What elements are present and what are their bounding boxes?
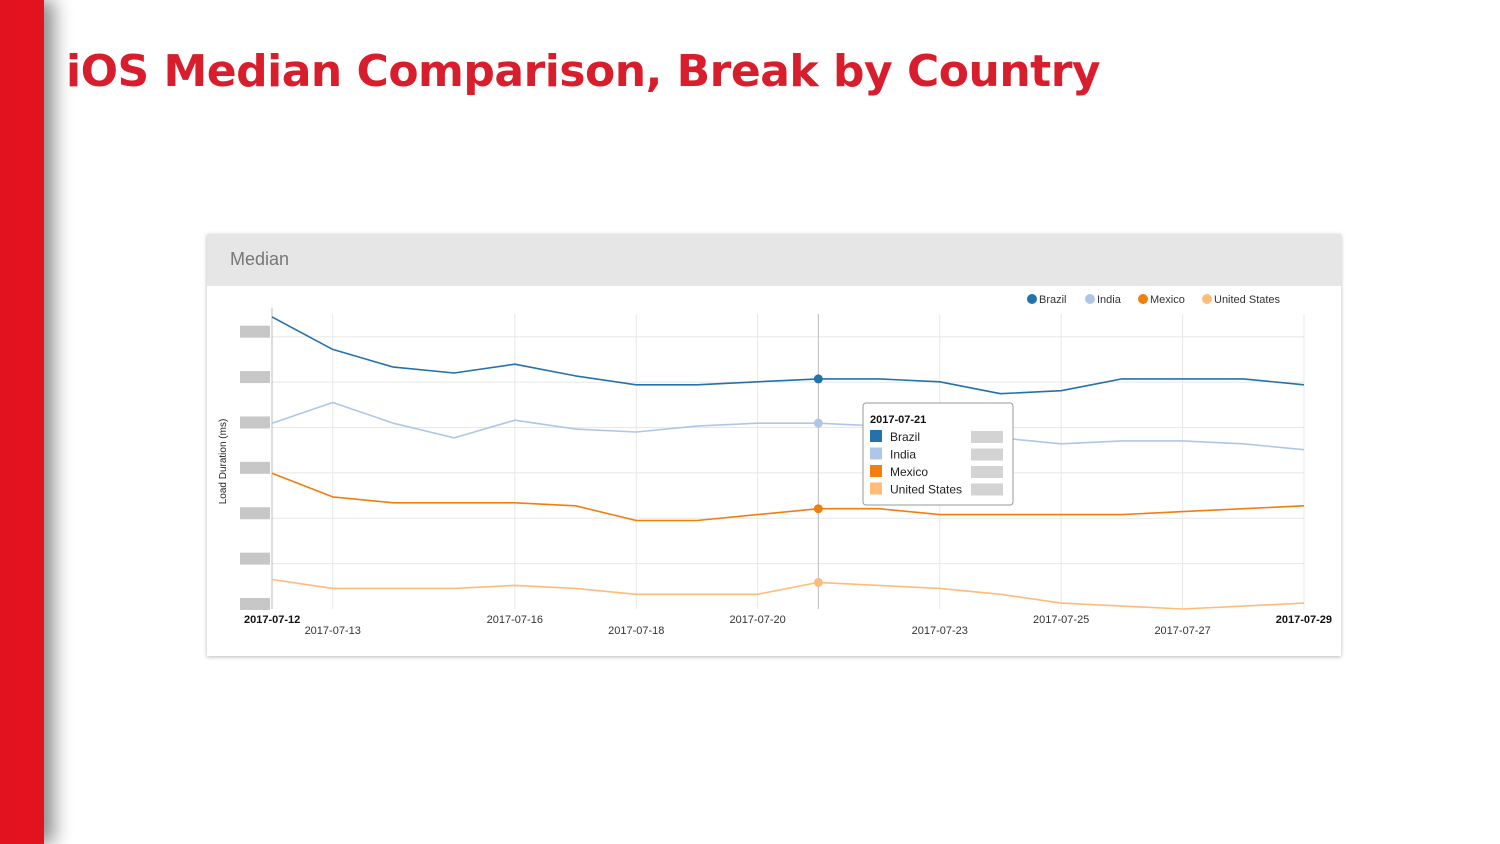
series-line-brazil	[271, 316, 1305, 395]
y-tick-label-redacted	[240, 598, 270, 610]
slide-title: iOS Median Comparison, Break by Country	[66, 46, 1101, 97]
tooltip-swatch	[870, 482, 882, 495]
legend-label: Brazil	[1039, 294, 1067, 306]
panel-header: Median	[207, 234, 1341, 286]
legend-item-india[interactable]: India	[1085, 294, 1122, 306]
series-lines	[271, 316, 1305, 610]
y-tick-label-redacted	[240, 371, 270, 384]
legend-swatch	[1202, 294, 1212, 304]
legend-swatch	[1027, 294, 1037, 304]
legend-label: United States	[1214, 294, 1281, 306]
tooltip-box	[862, 402, 1014, 506]
hover-point-united-states	[813, 577, 823, 587]
series-line-india	[271, 401, 1305, 451]
legend-swatch	[1085, 294, 1095, 304]
x-tick-label: 2017-07-27	[1154, 625, 1210, 637]
tooltip-value-redacted	[971, 448, 1003, 461]
tooltip-date: 2017-07-21	[870, 414, 926, 426]
y-tick-label-redacted	[240, 552, 270, 565]
x-axis-ticks: 2017-07-12 2017-07-13 2017-07-16 2017-07-18…	[244, 614, 1332, 637]
x-tick-label: 2017-07-29	[1276, 614, 1332, 626]
series-line-mexico	[271, 472, 1305, 522]
legend-label: Mexico	[1150, 294, 1185, 306]
tooltip-swatch	[870, 465, 882, 477]
x-tick-label: 2017-07-16	[487, 614, 543, 626]
y-tick-label-redacted	[240, 507, 270, 520]
x-tick-label: 2017-07-25	[1033, 614, 1089, 626]
y-axis: Load Duration (ms)	[218, 308, 273, 610]
hover-point-mexico	[813, 504, 823, 514]
x-tick-label: 2017-07-20	[730, 614, 786, 626]
series-line-united-states	[271, 578, 1305, 610]
line-chart[interactable]: Load Duration (ms) 2017-07-122017-07-132…	[207, 234, 1341, 656]
legend-item-mexico[interactable]: Mexico	[1138, 294, 1185, 306]
tooltip-swatch	[870, 430, 882, 442]
tooltip-swatch	[870, 447, 882, 460]
legend-item-united-states[interactable]: United States	[1202, 294, 1281, 306]
x-tick-label: 2017-07-18	[608, 625, 664, 637]
chart-panel: Median Load Duration (ms) 2017-07-12 2017…	[207, 234, 1341, 656]
tooltip-label: Mexico	[890, 465, 928, 479]
y-tick-label-redacted	[240, 325, 270, 338]
hover-markers	[813, 314, 823, 609]
tooltip-value-redacted	[971, 431, 1003, 443]
grid-lines	[271, 314, 1305, 609]
legend-item-brazil[interactable]: Brazil	[1027, 294, 1067, 306]
tooltip-value-redacted	[971, 483, 1003, 496]
tooltip-label: India	[890, 448, 916, 462]
tooltip-label: Brazil	[890, 430, 920, 444]
accent-bar	[0, 0, 44, 844]
y-axis-label: Load Duration (ms)	[218, 419, 229, 505]
x-tick-label: 2017-07-12	[244, 614, 300, 626]
hover-point-india	[813, 418, 823, 428]
legend[interactable]: Brazil India Mexico United States	[1027, 294, 1281, 306]
x-tick-label: 2017-07-23	[912, 625, 968, 637]
tooltip: 2017-07-21 Brazil India Mexico United States	[862, 402, 1014, 506]
x-tick-label: 2017-07-13	[305, 625, 361, 637]
tooltip-label: United States	[890, 483, 962, 497]
y-tick-label-redacted	[240, 416, 270, 429]
y-tick-label-redacted	[240, 461, 270, 474]
panel-title: Median	[230, 249, 290, 269]
legend-swatch	[1138, 294, 1148, 304]
tooltip-value-redacted	[971, 466, 1003, 478]
hover-point-brazil	[813, 374, 823, 384]
legend-label: India	[1097, 294, 1122, 306]
